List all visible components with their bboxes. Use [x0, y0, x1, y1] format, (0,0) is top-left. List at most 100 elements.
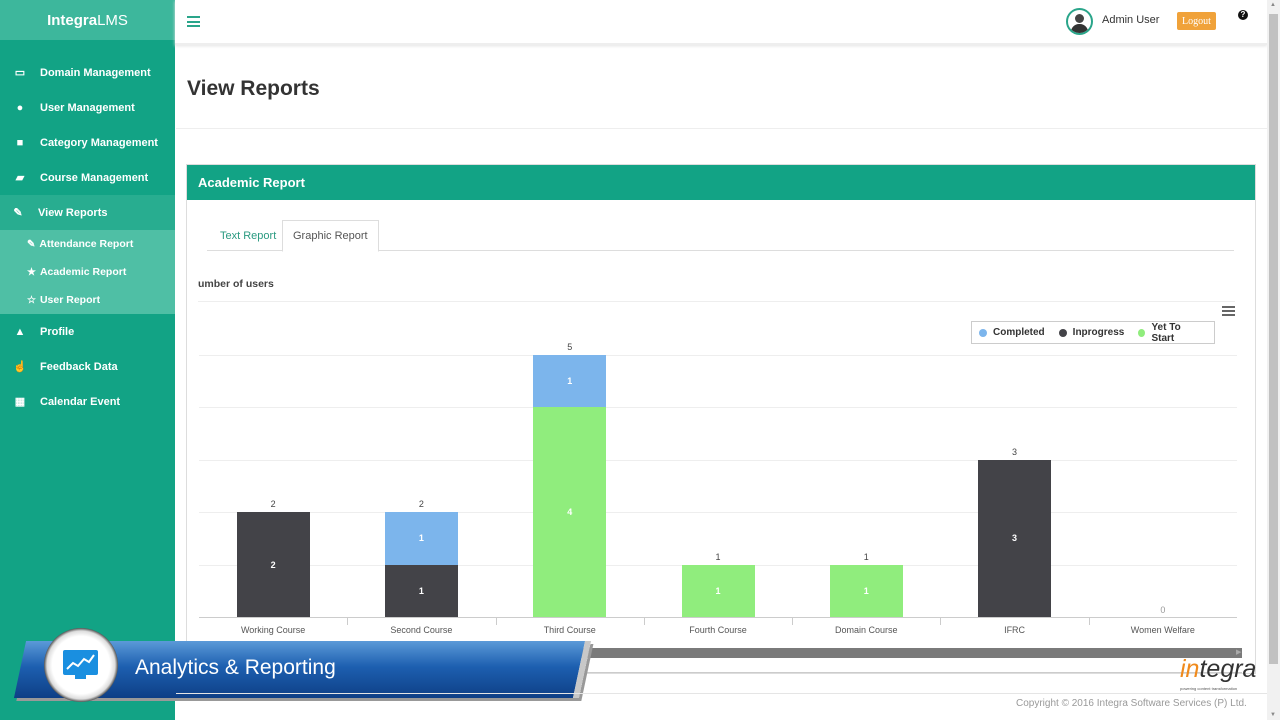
chart-plot-area: 2 2 Working Course 1 1 2 Second Course 4 1 5 Third… [199, 342, 1237, 635]
analytics-monitor-icon [63, 650, 98, 675]
sidebar-nav: ▭ Domain Management ● User Management ■ Cat… [0, 40, 175, 419]
legend-item-inprogress[interactable]: Inprogress [1058, 327, 1125, 338]
sidebar-item-label: View Reports [38, 206, 108, 219]
x-axis-label: Working Course [240, 625, 306, 635]
sidebar-subitem-attendance-report[interactable]: ✎ Attendance Report [0, 230, 175, 258]
gridline [199, 512, 1237, 514]
divider [176, 693, 1267, 694]
bar-total-label: 1 [863, 551, 869, 562]
sidebar-item-domain-management[interactable]: ▭ Domain Management [0, 55, 175, 90]
x-axis-label: Women Welfare [1130, 625, 1195, 635]
sidebar-item-view-reports[interactable]: ✎ View Reports [0, 195, 175, 230]
scroll-down-arrow-icon[interactable]: ▼ [1270, 712, 1276, 718]
integra-logo: integra [1180, 655, 1256, 684]
report-tabs: Text Report Graphic Report [207, 220, 1234, 252]
vertical-scrollbar[interactable]: ▲ ▼ [1267, 0, 1280, 720]
bar-total-label: 3 [1012, 446, 1018, 457]
sidebar-subitem-academic-report[interactable]: ★ Academic Report [0, 258, 175, 286]
tab-graphic-report[interactable]: Graphic Report [282, 220, 379, 252]
bar-total-label: 2 [418, 499, 424, 510]
legend-label: Completed [993, 327, 1045, 338]
bar-segment-yet-to-start[interactable]: 1 [681, 564, 755, 617]
edit-icon: ✎ [13, 207, 23, 219]
sidebar-item-course-management[interactable]: ▰ Course Management [0, 160, 175, 195]
bar-total-label: 2 [270, 499, 276, 510]
sidebar-item-label: Profile [40, 325, 75, 338]
brand-light: LMS [97, 11, 128, 29]
bar-segment-inprogress[interactable]: 2 [236, 512, 310, 617]
star-icon: ★ [27, 266, 36, 278]
sidebar-item-label: Course Management [40, 171, 149, 184]
bar-segment-yet-to-start[interactable]: 4 [533, 407, 607, 617]
x-axis-tick [792, 617, 794, 625]
x-axis-tick [495, 617, 497, 625]
star-outline-icon: ☆ [27, 294, 36, 306]
overlay-banner-text: Analytics & Reporting [135, 656, 336, 679]
bar-ifrc[interactable]: 3 [978, 355, 1052, 617]
bar-total-label: 1 [715, 551, 721, 562]
sidebar-item-label: Calendar Event [40, 395, 121, 408]
gridline [199, 407, 1237, 409]
legend-label: Inprogress [1072, 327, 1125, 338]
scrollbar-thumb[interactable] [1269, 14, 1278, 664]
logo-tagline: powering content transformation [1180, 686, 1238, 691]
user-name[interactable]: Admin User [1102, 14, 1160, 26]
avatar[interactable] [1066, 8, 1093, 35]
chart-legend: Completed Inprogress Yet To Start [971, 321, 1215, 344]
x-axis-tick [643, 617, 645, 625]
sidebar-item-profile[interactable]: ▲ Profile [0, 314, 175, 349]
top-bar: Admin User Logout ? [175, 0, 1267, 45]
page-title: View Reports [187, 77, 320, 100]
sidebar-item-user-management[interactable]: ● User Management [0, 90, 175, 125]
sidebar-subitem-user-report[interactable]: ☆ User Report [0, 286, 175, 314]
inprogress-dot-icon [1058, 328, 1067, 337]
legend-label: Yet To Start [1151, 321, 1181, 344]
legend-item-completed[interactable]: Completed [979, 327, 1045, 338]
hamburger-menu-icon[interactable] [187, 16, 200, 30]
sidebar-item-calendar-event[interactable]: ▦ Calendar Event [0, 384, 175, 419]
bar-domain-course[interactable]: 1 [829, 355, 903, 617]
help-icon[interactable]: ? [1238, 10, 1248, 20]
laptop-icon: ▭ [14, 67, 26, 79]
chart-horizontal-scrollbar[interactable] [580, 648, 1242, 658]
sidebar-item-label: Feedback Data [40, 360, 118, 373]
bar-segment-yet-to-start[interactable]: 1 [829, 564, 903, 617]
bar-women-welfare[interactable] [1126, 355, 1199, 617]
thumbs-up-icon: ☝ [13, 361, 27, 373]
bar-fourth-course[interactable]: 1 [681, 355, 755, 617]
legend-item-yet-to-start[interactable]: Yet To Start [1138, 322, 1200, 344]
logo-part: in [1180, 655, 1200, 683]
bar-segment-inprogress[interactable]: 1 [384, 564, 458, 617]
logo-part: tegra [1199, 655, 1257, 683]
academic-report-panel: Academic Report Text Report Graphic Repo… [186, 164, 1256, 674]
completed-dot-icon [979, 328, 987, 337]
bar-segment-inprogress[interactable]: 3 [978, 459, 1052, 617]
panel-title: Academic Report [187, 165, 1255, 200]
sidebar-item-category-management[interactable]: ■ Category Management [0, 125, 175, 160]
scroll-right-arrow-icon[interactable]: ▶ [1236, 649, 1242, 656]
bar-segment-completed[interactable]: 1 [384, 512, 458, 565]
gridline [199, 459, 1237, 461]
logout-button[interactable]: Logout [1177, 12, 1216, 30]
chart-menu-icon[interactable] [1222, 306, 1235, 318]
x-axis-tick [940, 617, 942, 625]
view-reports-submenu: ✎ Attendance Report ★ Academic Report ☆ Use… [0, 230, 175, 314]
scroll-up-arrow-icon[interactable]: ▲ [1270, 2, 1276, 8]
user-icon: ▲ [14, 325, 26, 338]
brand-logo[interactable]: Integra LMS [0, 0, 175, 40]
sidebar-item-feedback-data[interactable]: ☝ Feedback Data [0, 349, 175, 384]
bar-segment-completed[interactable]: 1 [533, 355, 607, 408]
book-icon: ▰ [15, 172, 25, 184]
brand-bold: Integra [47, 11, 98, 29]
sidebar-item-label: User Management [40, 101, 135, 114]
calendar-icon: ▦ [14, 396, 26, 408]
edit-icon: ✎ [27, 238, 36, 250]
tab-text-report[interactable]: Text Report [220, 229, 277, 242]
bar-working-course[interactable]: 2 [236, 355, 310, 617]
x-axis-label: Domain Course [835, 625, 898, 635]
x-axis [199, 617, 1237, 618]
users-icon: ● [16, 101, 24, 114]
sidebar-subitem-label: User Report [39, 294, 101, 306]
